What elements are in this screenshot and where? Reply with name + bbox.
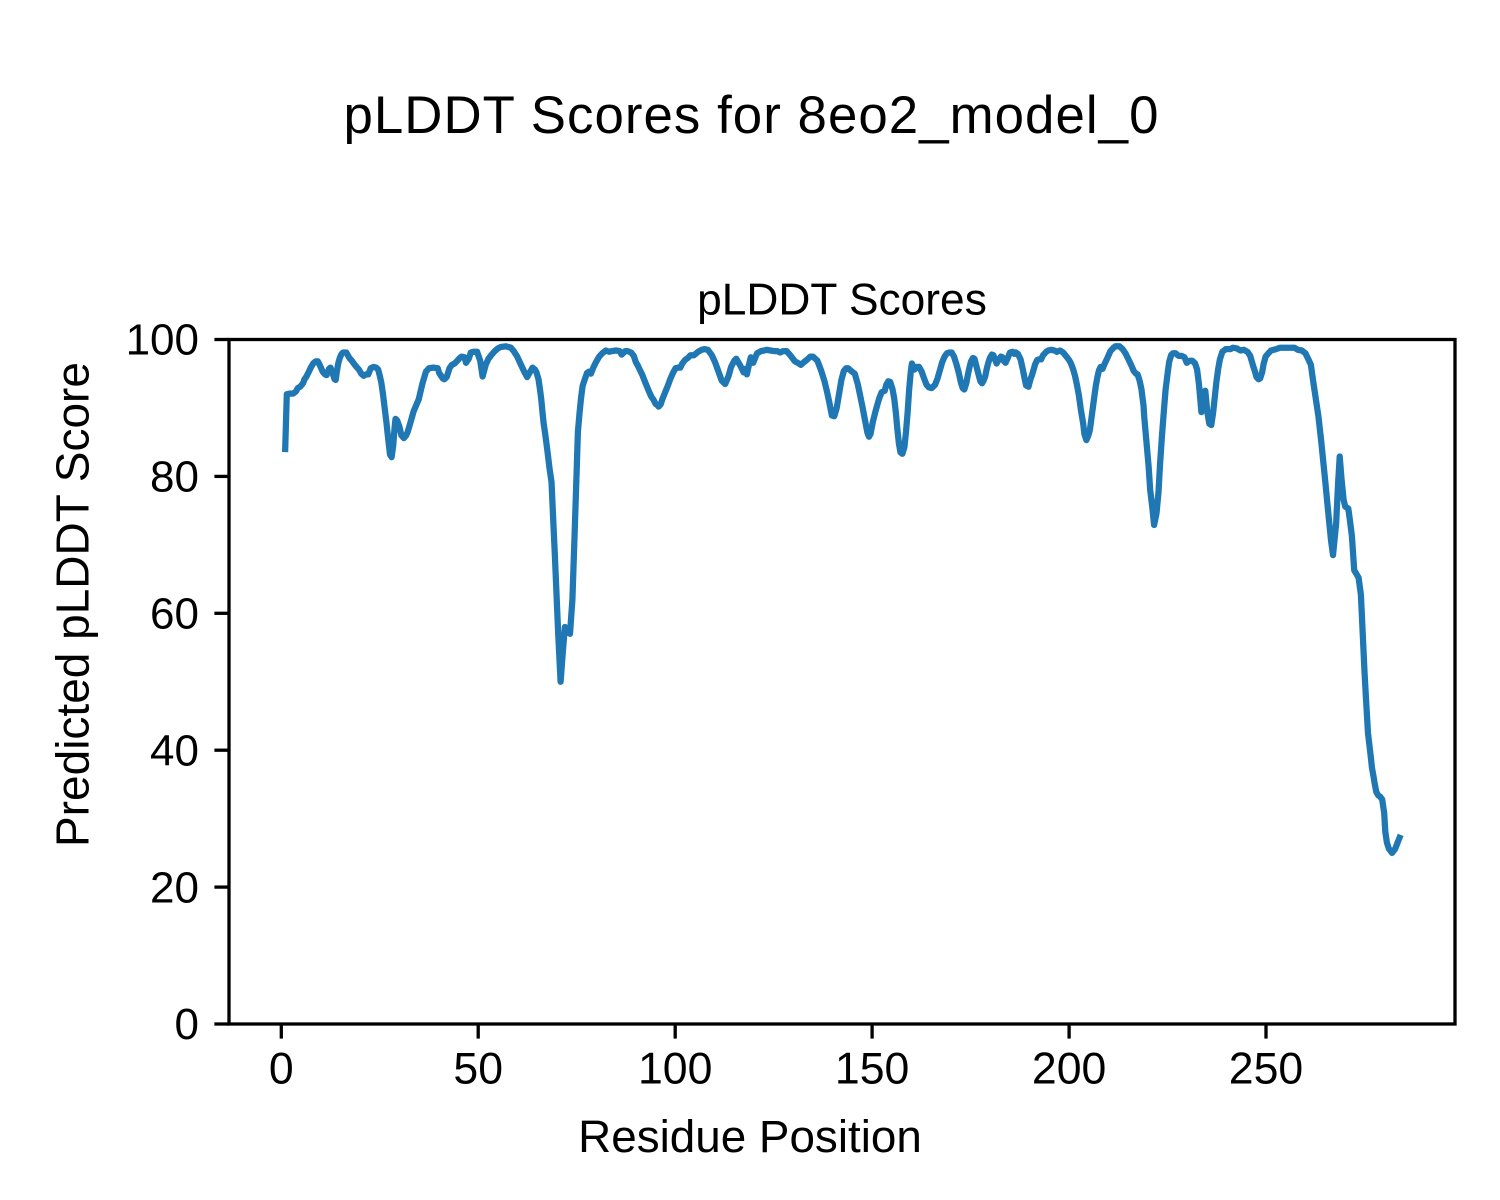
svg-text:150: 150 bbox=[835, 1045, 909, 1094]
svg-text:100: 100 bbox=[638, 1045, 712, 1094]
svg-text:pLDDT Scores for 8eo2_model_0: pLDDT Scores for 8eo2_model_0 bbox=[343, 86, 1159, 145]
svg-text:20: 20 bbox=[150, 863, 199, 912]
svg-text:250: 250 bbox=[1229, 1045, 1303, 1094]
svg-text:80: 80 bbox=[150, 453, 199, 502]
svg-text:60: 60 bbox=[150, 590, 199, 639]
svg-text:pLDDT Scores: pLDDT Scores bbox=[697, 276, 987, 325]
svg-text:50: 50 bbox=[453, 1045, 503, 1094]
svg-text:40: 40 bbox=[150, 726, 199, 775]
svg-text:0: 0 bbox=[269, 1045, 294, 1094]
svg-text:0: 0 bbox=[175, 1000, 199, 1049]
svg-text:200: 200 bbox=[1032, 1045, 1106, 1094]
svg-text:100: 100 bbox=[126, 316, 199, 365]
svg-text:Residue Position: Residue Position bbox=[578, 1111, 922, 1162]
svg-text:Predicted pLDDT Score: Predicted pLDDT Score bbox=[47, 362, 99, 847]
